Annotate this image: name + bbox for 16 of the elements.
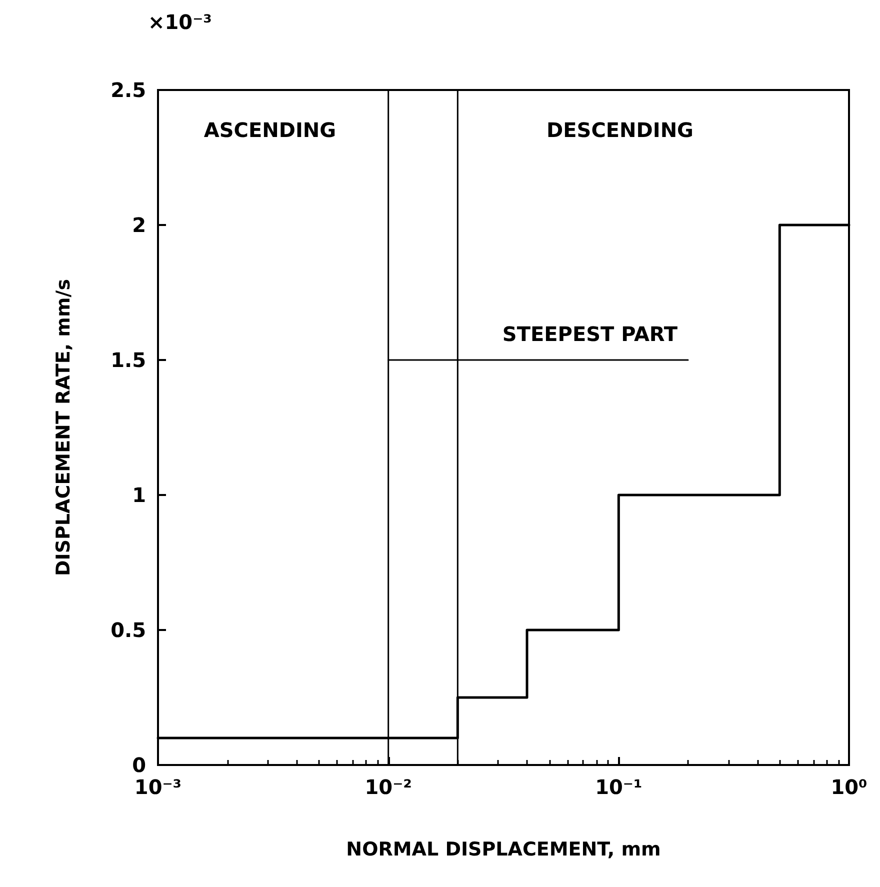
x-tick-label: 10⁻³ xyxy=(134,775,182,799)
x-tick-label: 10⁻¹ xyxy=(595,775,642,799)
y-tick-label: 2 xyxy=(132,213,146,237)
annotation: STEEPEST PART xyxy=(502,322,678,346)
annotation: DESCENDING xyxy=(546,118,694,142)
x-tick-label: 10⁻² xyxy=(364,775,412,799)
text: ×10⁻³ xyxy=(148,10,212,34)
y-axis-title: DISPLACEMENT RATE, mm/s xyxy=(52,278,74,576)
annotation: ASCENDING xyxy=(204,118,336,142)
y-tick-label: 1 xyxy=(132,483,146,507)
x-axis-title: NORMAL DISPLACEMENT, mm xyxy=(346,838,661,860)
x-tick-label: 10⁰ xyxy=(830,775,868,799)
y-tick-label: 0 xyxy=(132,753,146,777)
y-tick-label: 1.5 xyxy=(110,348,146,372)
y-tick-label: 2.5 xyxy=(110,78,146,102)
y-tick-label: 0.5 xyxy=(110,618,146,642)
